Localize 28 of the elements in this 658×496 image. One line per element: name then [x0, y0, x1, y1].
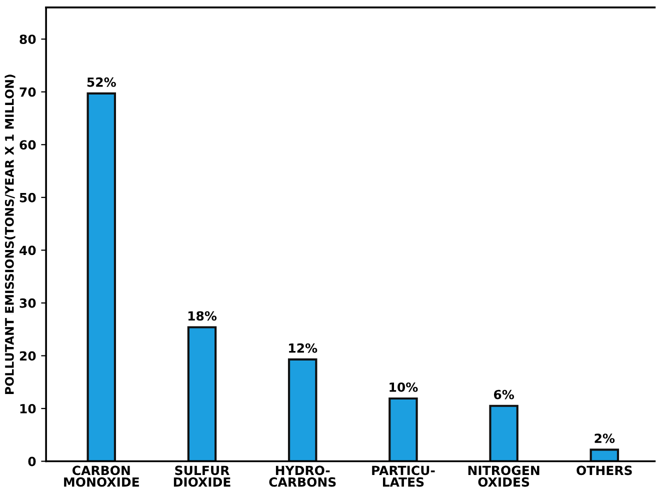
x-tick-label: CARBON MONOXIDE	[64, 466, 139, 487]
y-tick-label: 0	[28, 456, 36, 466]
y-tick-label: 10	[20, 404, 36, 414]
bar	[288, 358, 318, 462]
y-tick-label: 60	[20, 140, 36, 150]
x-tick-label: SULFUR DIOXIDE	[174, 466, 230, 487]
annotation: 6%	[494, 390, 514, 400]
y-tick-label: 70	[20, 87, 36, 97]
x-tick-label: HYDRO- CARBONS	[269, 466, 336, 487]
y-tick-label: 80	[20, 34, 36, 44]
y-tick-label: 20	[20, 351, 36, 361]
x-tick-label: NITROGEN OXIDES	[468, 466, 540, 487]
annotation: 18%	[188, 311, 217, 321]
annotation: 10%	[390, 382, 418, 392]
bar	[86, 92, 116, 462]
annotation: 52%	[87, 77, 116, 87]
y-tick-label: 40	[20, 246, 36, 256]
annotation: 2%	[594, 434, 615, 444]
y-axis-title: POLLUTANT EMISSIONS(TONS/YEAR X 1 MILLON)	[4, 74, 16, 394]
annotation: 12%	[289, 343, 318, 353]
x-tick-label: PARTICU- LATES	[372, 466, 435, 487]
y-tick-label: 30	[20, 298, 36, 308]
bar	[187, 326, 217, 462]
bar	[489, 404, 518, 462]
y-tick-label: 50	[20, 192, 36, 202]
bar	[388, 397, 418, 462]
x-tick-label: OTHERS	[576, 466, 632, 476]
bar	[590, 448, 620, 462]
